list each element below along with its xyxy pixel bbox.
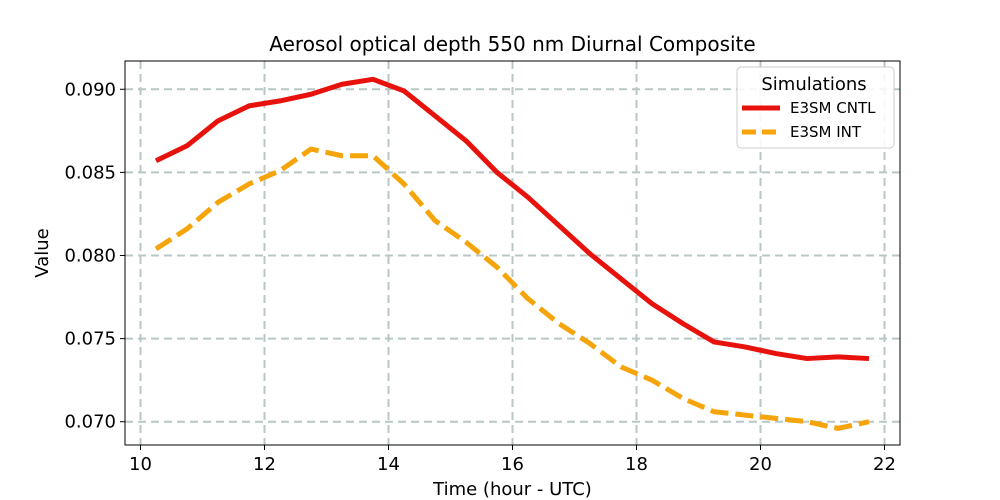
x-tick-label: 16 xyxy=(501,454,524,475)
legend-box xyxy=(736,66,895,149)
series-lines xyxy=(154,76,870,431)
y-tick-label: 0.075 xyxy=(64,329,116,350)
y-tick-label: 0.070 xyxy=(64,412,116,433)
x-tick-label: 20 xyxy=(749,454,772,475)
y-axis-label: Value xyxy=(32,228,53,277)
x-tick-label: 10 xyxy=(129,454,152,475)
legend-label: E3SM CNTL xyxy=(790,99,876,117)
series-line-e3sm-cntl xyxy=(154,76,870,362)
y-tick-label: 0.085 xyxy=(64,162,116,183)
x-tick-label: 12 xyxy=(253,454,276,475)
legend: Simulations E3SM CNTL E3SM INT xyxy=(736,66,895,149)
x-tick-label: 14 xyxy=(377,454,400,475)
axis-ticks: 10 12 14 16 18 20 22 0.070 0.075 0.080 0.085 0.090 xyxy=(64,79,895,475)
x-axis-label: Time (hour - UTC) xyxy=(432,479,592,500)
chart-title: Aerosol optical depth 550 nm Diurnal Com… xyxy=(269,32,755,56)
grid xyxy=(125,61,900,445)
x-tick-label: 18 xyxy=(625,454,648,475)
legend-label: E3SM INT xyxy=(790,123,862,141)
legend-title: Simulations xyxy=(761,74,866,95)
y-tick-label: 0.080 xyxy=(64,245,116,266)
y-tick-label: 0.090 xyxy=(64,79,116,100)
x-tick-label: 22 xyxy=(873,454,896,475)
series-line-e3sm-int xyxy=(154,146,870,431)
